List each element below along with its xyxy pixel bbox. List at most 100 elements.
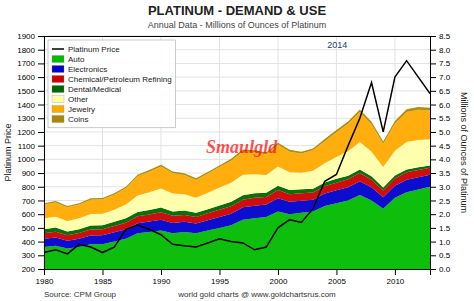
tick: 1200 <box>17 128 44 137</box>
marks <box>44 61 430 269</box>
legend: Platinum PriceAutoElectronicsChemical/Pe… <box>48 40 176 128</box>
tick: 1985 <box>94 269 112 286</box>
tick: 500 <box>22 224 44 233</box>
tick: 2005 <box>328 269 346 286</box>
tick-label: 500 <box>22 224 36 233</box>
tick-mark <box>38 36 44 37</box>
tick: 1980 <box>36 269 54 286</box>
legend-item: Auto <box>52 55 85 64</box>
tick-label: 8.5 <box>439 32 451 41</box>
tick: 700 <box>22 197 44 206</box>
tick-label: 1200 <box>17 128 35 137</box>
tick: 900 <box>22 169 44 178</box>
tick: 7.0 <box>430 73 451 82</box>
tick-mark <box>430 159 436 160</box>
legend-item: Dental/Medical <box>52 85 121 94</box>
tick-mark <box>38 50 44 51</box>
tick-mark <box>38 91 44 92</box>
tick: 1400 <box>17 101 44 110</box>
tick-label: 3.0 <box>439 183 451 192</box>
legend-swatch <box>52 96 64 103</box>
legend-swatch <box>52 48 64 50</box>
source: Source: CPM Group <box>44 290 117 299</box>
tick: 8.0 <box>430 46 451 55</box>
tick-mark <box>430 200 436 201</box>
chart-container: PLATINUM - DEMAND & USEAnnual Data - Mil… <box>0 0 474 301</box>
tick-label: 2.0 <box>439 210 451 219</box>
tick-mark <box>38 63 44 64</box>
tick: 4.0 <box>430 155 451 164</box>
tick-label: 1900 <box>17 32 35 41</box>
legend-label: Electronics <box>68 65 107 74</box>
legend-swatch <box>52 66 64 73</box>
tick-mark <box>430 242 436 243</box>
tick: 300 <box>22 251 44 260</box>
tick: 1.0 <box>430 238 451 247</box>
tick: 1.5 <box>430 224 451 233</box>
legend-label: Dental/Medical <box>68 85 121 94</box>
subtitle: Annual Data - Millions of Ounces of Plat… <box>148 20 327 30</box>
tick-mark <box>38 132 44 133</box>
plot-area: 1980198519901995200020052010200300400500… <box>3 32 469 286</box>
tick: 3.0 <box>430 183 451 192</box>
tick-label: 6.0 <box>439 101 451 110</box>
tick: 7.5 <box>430 59 451 68</box>
legend-swatch <box>52 116 64 123</box>
tick-label: 900 <box>22 169 36 178</box>
tick-mark <box>161 269 162 275</box>
tick: 0.5 <box>430 251 451 260</box>
tick-label: 4.0 <box>439 155 451 164</box>
tick: 1000 <box>17 155 44 164</box>
tick-label: 1500 <box>17 87 35 96</box>
tick: 8.5 <box>430 32 451 41</box>
tick: 0.0 <box>430 265 451 274</box>
tick-mark <box>219 269 220 275</box>
tick: 1900 <box>17 32 44 41</box>
tick: 1700 <box>17 59 44 68</box>
tick: 600 <box>22 210 44 219</box>
y-axis: 2003004005006007008009001000110012001300… <box>17 32 44 274</box>
tick-mark <box>38 118 44 119</box>
line <box>44 61 430 254</box>
tick-label: 1995 <box>211 277 229 286</box>
tick-label: 4.5 <box>439 142 451 151</box>
tick-label: 2.5 <box>439 197 451 206</box>
tick-label: 1300 <box>17 114 35 123</box>
tick-mark <box>38 187 44 188</box>
legend-label: Other <box>68 95 88 104</box>
tick-label: 1700 <box>17 59 35 68</box>
tick-mark <box>430 105 436 106</box>
tick-mark <box>38 255 44 256</box>
tick: 5.0 <box>430 128 451 137</box>
tick: 2010 <box>387 269 405 286</box>
tick-mark <box>430 50 436 51</box>
grid-line <box>44 36 430 37</box>
tick-mark <box>102 269 103 275</box>
tick-mark <box>430 255 436 256</box>
tick: 1990 <box>153 269 171 286</box>
tick-label: 300 <box>22 251 36 260</box>
tick-mark <box>430 214 436 215</box>
tick-label: 1980 <box>36 277 54 286</box>
tick: 4.5 <box>430 142 451 151</box>
tick-label: 2005 <box>328 277 346 286</box>
legend-item: Coins <box>52 115 88 124</box>
tick-label: 1.0 <box>439 238 451 247</box>
x-axis: 1980 1985 1990 1995 2000 2005 2010 <box>36 269 431 286</box>
chart-svg: PLATINUM - DEMAND & USEAnnual Data - Mil… <box>0 0 474 301</box>
tick-mark <box>336 269 337 275</box>
tick-label: 600 <box>22 210 36 219</box>
y2-axis-line <box>431 37 437 270</box>
tick: 1600 <box>17 73 44 82</box>
legend-swatch <box>52 56 64 63</box>
tick-label: 0.0 <box>439 265 451 274</box>
tick-label: 700 <box>22 197 36 206</box>
legend-frame <box>48 40 176 128</box>
tick-label: 1100 <box>18 142 36 151</box>
x-axis-line <box>45 270 431 276</box>
tick-mark <box>430 36 436 37</box>
tick-mark <box>38 228 44 229</box>
tick-label: 1985 <box>94 277 112 286</box>
tick-label: 2000 <box>270 277 288 286</box>
grid <box>44 36 430 269</box>
